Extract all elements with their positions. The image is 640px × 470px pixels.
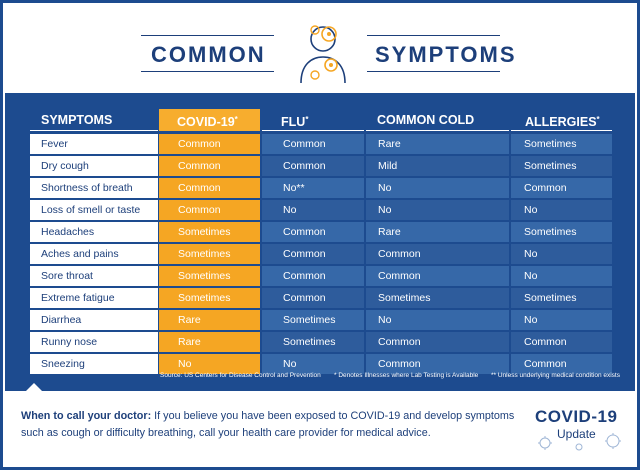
flu-cell: No** <box>262 178 364 198</box>
common-cold-cell: Rare <box>366 134 509 154</box>
symptom-cell: Sneezing <box>30 354 158 374</box>
covid-cell: Rare <box>159 332 260 352</box>
table-row: Headaches Sometimes Common Rare Sometimes <box>0 222 640 242</box>
covid-cell: Common <box>159 156 260 176</box>
doctor-advice: When to call your doctor: If you believe… <box>21 408 521 442</box>
footer-pointer <box>25 383 43 392</box>
table-row: Aches and pains Sometimes Common Common No <box>0 244 640 264</box>
covid-cell: Sometimes <box>159 244 260 264</box>
header-allergies: ALLERGIES* <box>525 115 600 129</box>
table-row: Diarrhea Rare Sometimes No No <box>0 310 640 330</box>
allergies-cell: No <box>511 200 612 220</box>
header-symptoms: SYMPTOMS <box>41 113 113 127</box>
covid-cell: No <box>159 354 260 374</box>
allergies-cell: Sometimes <box>511 134 612 154</box>
symptom-cell: Fever <box>30 134 158 154</box>
table-row: Sneezing No No Common Common <box>0 354 640 374</box>
flu-cell: Common <box>262 244 364 264</box>
allergies-cell: Common <box>511 178 612 198</box>
symptom-cell: Aches and pains <box>30 244 158 264</box>
header-banner: COMMON SYMPTOMS <box>5 5 635 93</box>
common-cold-cell: Common <box>366 266 509 286</box>
header-word-symptoms: SYMPTOMS <box>375 42 517 67</box>
common-cold-cell: Rare <box>366 222 509 242</box>
lab-testing-note: * Denotes Illnesses where Lab Testing is… <box>334 372 479 379</box>
symptom-cell: Loss of smell or taste <box>30 200 158 220</box>
table-header-row: SYMPTOMS COVID-19* FLU* COMMON COLD ALLE… <box>0 109 640 131</box>
common-cold-cell: Common <box>366 244 509 264</box>
header-rule-right-top <box>367 35 500 36</box>
common-cold-cell: Common <box>366 354 509 374</box>
covid-cell: Common <box>159 200 260 220</box>
covid-cell: Sometimes <box>159 266 260 286</box>
symptom-cell: Dry cough <box>30 156 158 176</box>
flu-cell: Common <box>262 222 364 242</box>
medical-condition-note: ** Unless underlying medical condition e… <box>491 372 620 379</box>
header-rule-left-bottom <box>141 71 274 72</box>
table-row: Extreme fatigue Sometimes Common Sometimes S… <box>0 288 640 308</box>
flu-cell: No <box>262 200 364 220</box>
badge-title: COVID-19 <box>535 407 618 426</box>
header-flu: FLU* <box>281 115 309 129</box>
allergies-cell: No <box>511 310 612 330</box>
common-cold-cell: No <box>366 178 509 198</box>
symptom-cell: Shortness of breath <box>30 178 158 198</box>
flu-cell: Sometimes <box>262 332 364 352</box>
common-cold-cell: Common <box>366 332 509 352</box>
covid-cell: Sometimes <box>159 222 260 242</box>
source-note: Source: US Centers for Disease Control a… <box>160 372 321 379</box>
table-row: Dry cough Common Common Mild Sometimes <box>0 156 640 176</box>
table-row: Loss of smell or taste Common No No No <box>0 200 640 220</box>
header-underline-cold <box>366 130 509 131</box>
symptom-cell: Diarrhea <box>30 310 158 330</box>
symptom-cell: Sore throat <box>30 266 158 286</box>
flu-cell: Common <box>262 156 364 176</box>
common-cold-cell: No <box>366 310 509 330</box>
covid-cell: Common <box>159 178 260 198</box>
common-cold-cell: Mild <box>366 156 509 176</box>
flu-cell: Common <box>262 266 364 286</box>
header-underline-symptoms <box>30 130 158 131</box>
header-rule-right-bottom <box>367 71 500 72</box>
allergies-cell: Sometimes <box>511 288 612 308</box>
flu-cell: No <box>262 354 364 374</box>
flu-cell: Sometimes <box>262 310 364 330</box>
badge-subtitle: Update <box>557 427 596 441</box>
header-word-common: COMMON <box>151 42 266 67</box>
table-row: Fever Common Common Rare Sometimes <box>0 134 640 154</box>
table-row: Shortness of breath Common No** No Common <box>0 178 640 198</box>
allergies-cell: Common <box>511 332 612 352</box>
header-underline-allergies <box>511 130 612 131</box>
allergies-cell: No <box>511 266 612 286</box>
doctor-advice-text: If you believe you have been exposed to … <box>21 410 515 439</box>
table-row: Runny nose Rare Sometimes Common Common <box>0 332 640 352</box>
flu-cell: Common <box>262 134 364 154</box>
covid-update-badge: COVID-19 Update <box>535 405 625 455</box>
allergies-cell: No <box>511 244 612 264</box>
covid-cell: Sometimes <box>159 288 260 308</box>
flu-cell: Common <box>262 288 364 308</box>
symptom-cell: Extreme fatigue <box>30 288 158 308</box>
header-common-cold: COMMON COLD <box>377 113 475 127</box>
common-cold-cell: No <box>366 200 509 220</box>
allergies-cell: Sometimes <box>511 222 612 242</box>
person-with-virus-icon <box>300 25 346 84</box>
virus-icon <box>538 433 621 451</box>
common-cold-cell: Sometimes <box>366 288 509 308</box>
allergies-cell: Sometimes <box>511 156 612 176</box>
header-rule-left-top <box>141 35 274 36</box>
symptom-cell: Headaches <box>30 222 158 242</box>
covid-header-bg <box>159 109 260 131</box>
table-row: Sore throat Sometimes Common Common No <box>0 266 640 286</box>
covid-cell: Common <box>159 134 260 154</box>
doctor-advice-lead: When to call your doctor: <box>21 410 152 422</box>
symptom-cell: Runny nose <box>30 332 158 352</box>
footer-panel: When to call your doctor: If you believe… <box>5 383 635 465</box>
header-underline-flu <box>262 130 364 131</box>
header-covid: COVID-19* <box>177 115 238 129</box>
covid-cell: Rare <box>159 310 260 330</box>
allergies-cell: Common <box>511 354 612 374</box>
